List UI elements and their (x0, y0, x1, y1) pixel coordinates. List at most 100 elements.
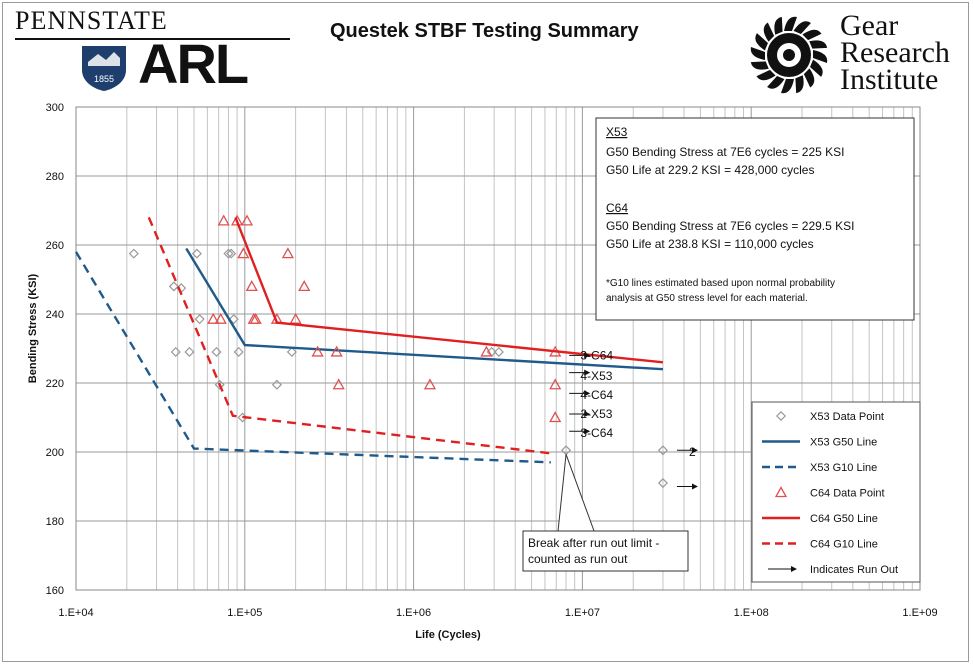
data-point (233, 346, 244, 357)
gear-tooth (784, 16, 797, 31)
y-tick-label: 300 (46, 102, 64, 114)
callout-line2: counted as run out (528, 552, 628, 566)
chart-title: Questek STBF Testing Summary (330, 20, 639, 42)
data-point (237, 247, 250, 259)
legend-item: C64 G10 Line (762, 539, 878, 551)
legend-item: C64 Data Point (774, 486, 885, 500)
legend-label: C64 Data Point (810, 488, 885, 500)
runout-label: 2-X53 (580, 407, 612, 421)
data-point (217, 214, 230, 226)
pennstate-logo-rule (15, 38, 290, 40)
shield-year: 1855 (94, 74, 114, 84)
legend-item: X53 G10 Line (762, 462, 877, 474)
data-point (423, 378, 437, 390)
data-point (657, 478, 668, 489)
gear-tooth (809, 40, 828, 49)
x-tick-label: 1.E+09 (902, 607, 937, 619)
data-point (223, 248, 234, 259)
gear-tooth (763, 22, 775, 42)
y-tick-label: 220 (46, 378, 64, 390)
gri-line-2: Research (840, 36, 950, 69)
series-x53-g10-line (74, 251, 551, 464)
gear-tooth (750, 47, 765, 60)
gear-tooth (781, 79, 794, 94)
legend-label: X53 G50 Line (810, 437, 877, 449)
gear-tooth (793, 21, 811, 34)
data-point (214, 312, 227, 324)
series-c64-data-point (207, 214, 562, 423)
plot-border (75, 106, 921, 591)
data-point (194, 314, 205, 325)
series-c64-g50-line (234, 216, 664, 364)
annotation-c64-line1: G50 Bending Stress at 7E6 cycles = 229.5… (606, 219, 854, 233)
axes: 1.E+04 1.E+05 1.E+06 1.E+07 1.E+08 1.E+09 160 1… (46, 102, 938, 619)
legend-item: Indicates Run Out (768, 564, 898, 576)
y-tick-label: 280 (46, 171, 64, 183)
y-tick-label: 160 (46, 585, 64, 597)
callout-pointer (557, 454, 595, 532)
y-tick-label: 180 (46, 516, 64, 528)
data-point (281, 247, 294, 259)
pennstate-logo-text: PENNSTATE (15, 6, 168, 35)
runout-labels: 3-C64 4-X53 4-C64 2-X53 3-C64 2 (580, 348, 696, 459)
data-point (168, 281, 179, 292)
legend-item: C64 G50 Line (762, 513, 878, 525)
pennstate-shield-icon: 1855 (82, 46, 126, 91)
data-point (211, 346, 222, 357)
data-point (128, 248, 139, 259)
gear-tooth (810, 59, 823, 77)
gear-tooth (756, 69, 776, 81)
runout-label: 3-C64 (580, 426, 613, 440)
annotation-x53-line1: G50 Bending Stress at 7E6 cycles = 225 K… (606, 145, 844, 159)
gear-tooth (803, 68, 815, 88)
x-tick-label: 1.E+04 (58, 607, 93, 619)
data-point (240, 214, 254, 226)
legend-item: X53 Data Point (775, 410, 884, 423)
data-series (74, 214, 698, 490)
data-point (549, 378, 562, 390)
runout-label: 2 (689, 445, 696, 459)
annotation-box: X53 G50 Bending Stress at 7E6 cycles = 2… (595, 117, 915, 321)
data-point (480, 345, 493, 357)
series-line (74, 251, 551, 464)
annotation-c64-heading: C64 (606, 201, 628, 215)
annotation-c64-line2: G50 Life at 238.8 KSI = 110,000 cycles (606, 237, 814, 251)
legend-item: X53 G50 Line (762, 437, 877, 449)
data-point (549, 411, 562, 423)
gear-tooth (750, 61, 769, 70)
series-c64-g10-line (147, 216, 555, 455)
data-point (230, 214, 244, 226)
annotation-x53-line2: G50 Life at 229.2 KSI = 428,000 cycles (606, 163, 814, 177)
runout-label: 3-C64 (580, 348, 613, 362)
gri-line-3: Institute (840, 63, 939, 96)
legend-label: C64 G50 Line (810, 513, 878, 525)
runout-callout: Break after run out limit - counted as r… (522, 454, 689, 572)
x-axis-label: Life (Cycles) (415, 629, 481, 641)
series-line (185, 247, 664, 371)
gear-research-institute-logo: Gear Research Institute (840, 9, 950, 96)
gear-tooth (802, 29, 822, 41)
runout-label: 4-X53 (580, 369, 612, 383)
data-point (332, 378, 345, 390)
data-point (191, 248, 202, 259)
arl-logo: ARL (138, 32, 249, 95)
legend: X53 Data Point X53 G50 Line X53 G10 Line C6… (751, 401, 921, 583)
legend-marker (775, 410, 787, 422)
x-tick-label: 1.E+06 (396, 607, 431, 619)
gear-tooth (774, 16, 783, 35)
legend-label: X53 Data Point (810, 411, 884, 423)
data-point (311, 345, 324, 357)
gri-line-1: Gear (840, 9, 899, 42)
legend-marker (774, 486, 788, 498)
annotation-note-line1: *G10 lines estimated based upon normal p… (606, 278, 835, 289)
x-tick-label: 1.E+05 (227, 607, 262, 619)
data-point (245, 280, 258, 292)
series-indicates-run-out (569, 352, 698, 490)
gear-tooth (813, 50, 828, 63)
data-point (330, 345, 343, 357)
gear-icon (750, 16, 828, 94)
annotation-note-line2: analysis at G50 stress level for each ma… (606, 293, 808, 304)
legend-label: C64 G10 Line (810, 539, 878, 551)
y-axis-label: Bending Stress (KSI) (27, 273, 39, 383)
